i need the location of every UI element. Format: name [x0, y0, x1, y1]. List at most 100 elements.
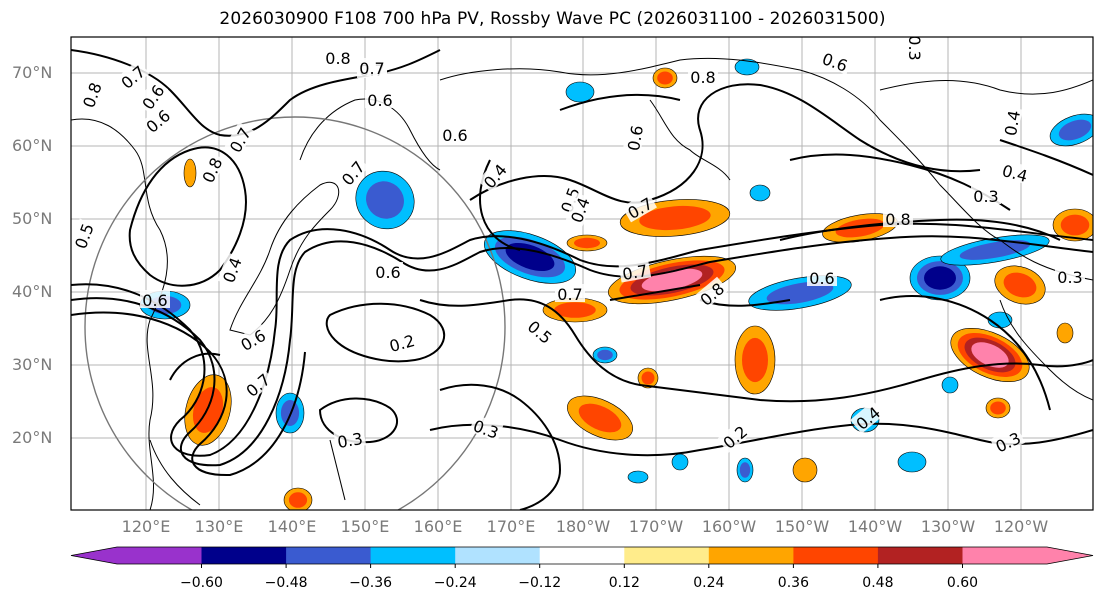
anomaly-patch: [641, 268, 703, 292]
pv-contour-line: [879, 295, 1051, 411]
pv-contour-line: [609, 284, 701, 301]
colorbar-tick-label: 0.12: [608, 575, 640, 591]
longitude-label: 120°W: [993, 517, 1049, 536]
contour-label-text: 0.8: [325, 49, 350, 68]
coastline: [879, 79, 1093, 95]
pv-contour-line: [419, 298, 1093, 403]
coastline: [329, 439, 346, 501]
contour-label-text: 0.7: [557, 285, 582, 304]
pv-contours: [71, 49, 1093, 510]
colorbar-segment: [624, 547, 710, 564]
contour-label: 0.7: [555, 284, 585, 304]
longitude-label: 150°W: [774, 517, 830, 536]
anomaly-patch: [734, 58, 760, 76]
pv-contour-line: [439, 383, 562, 510]
coastlines: [71, 57, 1093, 510]
longitude-label: 170°W: [628, 517, 684, 536]
pv-contour-line: [169, 352, 221, 381]
pv-contour-line: [559, 93, 681, 111]
contour-label-text: 0.3: [336, 429, 364, 452]
anomaly-patch: [639, 205, 711, 231]
anomaly-patch: [366, 181, 404, 219]
coastline: [71, 118, 168, 510]
contour-label: 0.3: [1055, 267, 1085, 287]
longitude-label: 150°E: [340, 517, 390, 536]
anomaly-patch: [739, 462, 751, 478]
contour-label: 0.4: [217, 252, 246, 287]
longitude-label: 180°W: [555, 517, 611, 536]
anomaly-patch: [835, 218, 885, 238]
colorbar-segment: [793, 547, 879, 564]
contour-label: 0.6: [440, 125, 470, 145]
colorbar-segment: [539, 547, 625, 564]
colorbar-segment: [286, 547, 372, 564]
contour-label-text: 0.4: [1001, 109, 1024, 137]
anomaly-patch: [657, 71, 673, 85]
anomaly-patch: [742, 337, 768, 383]
contour-label: 0.8: [323, 48, 353, 68]
colorbar-extend-max: [1047, 547, 1093, 564]
contour-label-text: 0.6: [624, 124, 647, 152]
latitude-label: 30°N: [12, 355, 53, 374]
longitude-label: 170°E: [486, 517, 536, 536]
colorbar-outline: [70, 546, 1094, 565]
contour-label: 0.4: [999, 106, 1024, 140]
coastline: [149, 439, 201, 506]
anomaly-patch: [1056, 322, 1074, 344]
pv-contour-line: [71, 222, 1093, 457]
anomaly-patch: [641, 371, 655, 385]
contour-label-text: 0.7: [621, 261, 649, 284]
colorbar-segment: [962, 547, 1048, 564]
anomaly-patch: [183, 158, 197, 188]
contour-label: 0.7: [618, 259, 652, 284]
contour-label: 0.6: [373, 262, 403, 282]
pv-contour-line: [325, 302, 446, 363]
reference-circle: [84, 116, 506, 510]
latitude-label: 20°N: [12, 428, 53, 447]
pv-contour-line: [999, 139, 1093, 176]
anomaly-patch: [749, 184, 771, 202]
latitude-label: 70°N: [12, 63, 53, 82]
pv-contour-line: [128, 146, 247, 287]
contour-label-text: 0.3: [973, 187, 998, 206]
colorbar-tick-label: −0.36: [349, 575, 393, 591]
contour-label-text: 0.6: [142, 291, 167, 310]
coastline: [999, 299, 1093, 401]
colorbar-segment: [877, 547, 963, 564]
anomaly-patch: [1003, 272, 1037, 298]
contour-label: 0.3: [333, 427, 367, 452]
longitude-label: 120°E: [121, 517, 171, 536]
colorbar-tick-label: 0.36: [777, 575, 809, 591]
anomaly-patch: [897, 451, 927, 473]
contour-label: 0.8: [883, 209, 913, 229]
coastline: [649, 99, 731, 181]
longitude-label: 140°E: [267, 517, 317, 536]
contour-label: 0.3: [905, 37, 925, 63]
contour-label-text: 0.8: [885, 210, 910, 229]
coastline: [439, 57, 1093, 281]
anomaly-patch: [578, 403, 622, 433]
anomaly-patch: [1058, 119, 1092, 141]
colorbar-tick-label: −0.12: [518, 575, 562, 591]
colorbar-segment: [201, 547, 287, 564]
anomaly-patch: [990, 401, 1006, 415]
pv-contour-line: [71, 311, 306, 477]
contour-label: 0.8: [688, 67, 718, 87]
longitude-label: 140°W: [847, 517, 903, 536]
colorbar-tick-label: −0.60: [180, 575, 223, 591]
contour-label-text: 0.6: [375, 263, 400, 282]
anomaly-patch: [574, 237, 600, 249]
colorbar-tick-label: 0.24: [693, 575, 725, 591]
pv-contour-line: [429, 422, 1093, 457]
anomaly-patch: [766, 281, 834, 305]
contour-label-text: 0.6: [442, 126, 467, 145]
anomaly-patch: [627, 470, 649, 484]
longitude-label: 160°E: [413, 517, 463, 536]
anomaly-patch: [554, 302, 596, 318]
contour-label: 0.3: [971, 186, 1001, 206]
contour-label-text: 0.3: [1057, 268, 1082, 287]
contour-label: 0.6: [622, 121, 647, 155]
anomaly-patch: [971, 342, 1009, 368]
latitude-label: 40°N: [12, 282, 53, 301]
coastline: [229, 181, 340, 336]
